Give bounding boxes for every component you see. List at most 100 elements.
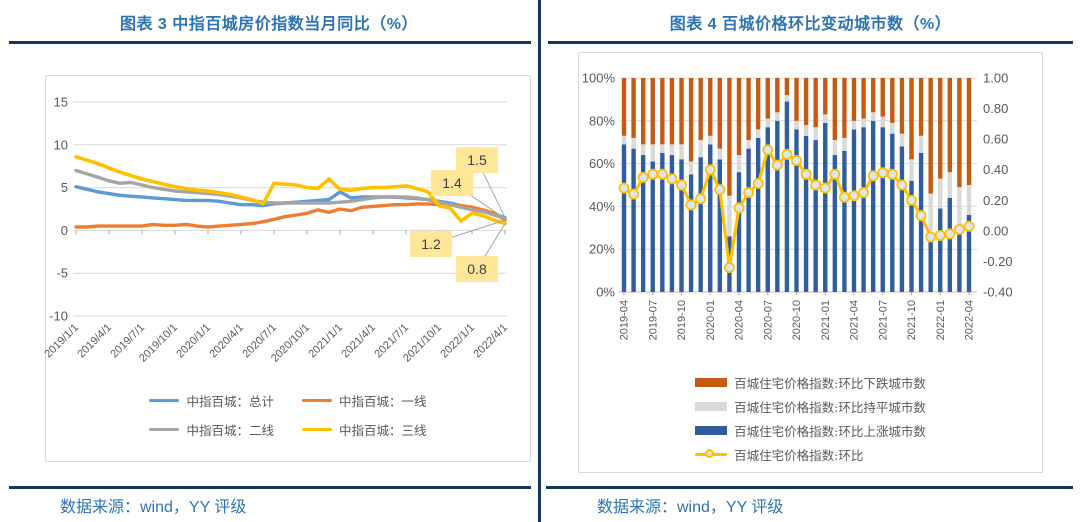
svg-text:2019/1/1: 2019/1/1 (42, 322, 81, 361)
svg-text:0.8: 0.8 (467, 261, 487, 277)
legend-line-swatch (149, 427, 180, 432)
svg-text:2020/4/1: 2020/4/1 (207, 322, 246, 361)
callout-1.5 (456, 147, 498, 173)
svg-text:2020-07: 2020-07 (762, 300, 774, 340)
legend-label: 百城住宅价格指数:环比下跌城市数 (734, 376, 926, 391)
left-chart-title: 图表 3 中指百城房价指数当月同比（%） (119, 16, 419, 33)
legend-line-marker-swatch (695, 448, 728, 461)
svg-text:2022-04: 2022-04 (964, 300, 976, 340)
svg-text:40%: 40% (589, 199, 615, 214)
legend-label: 中指百城：一线 (339, 394, 427, 409)
svg-text:2019-04: 2019-04 (619, 300, 631, 340)
svg-text:2020/1/1: 2020/1/1 (174, 322, 213, 361)
svg-text:0.60: 0.60 (983, 132, 1008, 147)
legend-label: 中指百城：三线 (339, 423, 427, 438)
legend-item-0: 中指百城：总计 (149, 391, 274, 410)
svg-text:2021/4/1: 2021/4/1 (339, 322, 378, 361)
stacked-bar-chart: 0% 20% 40% 60% 80% 100% 1.00 0.80 0.60 0.40 0.20 0.… (582, 71, 1013, 341)
legend-item-3: 中指百城：三线 (302, 420, 427, 439)
right-source-rule (546, 486, 1073, 489)
legend-line-swatch (302, 398, 332, 403)
svg-text:-5: -5 (56, 266, 68, 281)
stacked-bars (621, 78, 972, 292)
svg-text:-0.40: -0.40 (983, 285, 1013, 300)
legend-label: 中指百城：二线 (186, 423, 274, 438)
right-title-rule (548, 41, 1073, 44)
svg-text:1.00: 1.00 (983, 71, 1008, 86)
svg-text:0.80: 0.80 (983, 101, 1008, 116)
y-gridlines: 15 10 5 0 -5 -10 (49, 95, 507, 324)
right-chart-title: 图表 4 百城价格环比变动城市数（%） (669, 16, 952, 33)
legend-bar-swatch (695, 426, 728, 435)
svg-text:2019/4/1: 2019/4/1 (75, 322, 114, 361)
legend-bar-swatch (695, 378, 728, 387)
left-title-rule (9, 41, 531, 44)
svg-text:-0.20: -0.20 (983, 254, 1013, 269)
x-axis-labels: 2019/1/12019/4/12019/7/12019/10/12020/1/… (42, 322, 510, 365)
svg-text:2021-04: 2021-04 (849, 300, 861, 340)
svg-text:2022/1/1: 2022/1/1 (438, 322, 477, 361)
svg-text:0.20: 0.20 (983, 193, 1008, 208)
legend-item-1: 中指百城：一线 (302, 391, 427, 410)
svg-text:60%: 60% (589, 156, 615, 171)
callout-0.8 (456, 256, 498, 282)
legend-line-swatch (149, 398, 180, 403)
legend-label: 百城住宅价格指数:环比上涨城市数 (734, 424, 926, 439)
svg-text:1.2: 1.2 (421, 236, 441, 252)
right-axis-labels: 1.00 0.80 0.60 0.40 0.20 0.00 -0.20 -0.40 (983, 71, 1013, 300)
legend-marker (705, 448, 715, 458)
svg-text:0: 0 (61, 223, 68, 238)
svg-text:2020-04: 2020-04 (734, 300, 746, 340)
legend-row-1: 中指百城：二线 中指百城：三线 (149, 420, 427, 439)
x-ticks (623, 292, 970, 295)
svg-text:100%: 100% (582, 71, 616, 86)
x-axis-labels: 2019-04 2019-07 2019-10 2020-01 2020-04 2020-… (619, 300, 976, 340)
svg-text:2020-01: 2020-01 (705, 300, 717, 340)
line-chart-box: 15 10 5 0 -5 -10 2019/1/1 2019/4/1 2019/7/1 2019/… (42, 75, 531, 462)
svg-text:2021-01: 2021-01 (820, 300, 832, 340)
legend-item-1: 百城住宅价格指数:环比持平城市数 (695, 397, 926, 416)
legend-label: 百城住宅价格指数:环比 (734, 448, 864, 463)
legend-item-2: 百城住宅价格指数:环比上涨城市数 (695, 421, 926, 440)
svg-text:2022-01: 2022-01 (935, 300, 947, 340)
svg-text:0.00: 0.00 (983, 223, 1008, 238)
svg-text:1.5: 1.5 (467, 152, 487, 168)
svg-text:2020-10: 2020-10 (791, 300, 803, 340)
left-source-text: 数据来源：wind，YY 评级 (60, 499, 247, 516)
legend-item-2: 中指百城：二线 (149, 420, 274, 439)
bar-chart-box: 0% 20% 40% 60% 80% 100% 1.00 0.80 0.60 0.40 0.20 0.… (578, 52, 1043, 473)
legend-label: 百城住宅价格指数:环比持平城市数 (734, 400, 926, 415)
svg-text:80%: 80% (589, 113, 615, 128)
svg-text:2019-10: 2019-10 (676, 300, 688, 340)
bar-chart-legend: 百城住宅价格指数:环比下跌城市数 百城住宅价格指数:环比持平城市数 百城住宅价格指数… (695, 373, 926, 464)
panel-divider (538, 0, 541, 522)
svg-text:-10: -10 (49, 309, 68, 324)
legend-item-0: 百城住宅价格指数:环比下跌城市数 (695, 373, 926, 392)
legend-bar-swatch (695, 402, 728, 411)
line-chart: 15 10 5 0 -5 -102019/1/12019/4/12019/7/12019/… (42, 95, 510, 365)
svg-text:1.4: 1.4 (442, 175, 462, 191)
mom-line-markers (618, 144, 975, 274)
callout-1.2 (410, 231, 452, 257)
svg-text:20%: 20% (589, 242, 615, 257)
legend-line-swatch (302, 427, 332, 432)
svg-text:0.40: 0.40 (983, 162, 1008, 177)
svg-text:0%: 0% (596, 285, 615, 300)
legend-row-0: 中指百城：总计 中指百城：一线 (149, 391, 427, 410)
callout-1.4 (431, 170, 473, 196)
legend-label: 中指百城：总计 (186, 394, 274, 409)
data-callouts: 1.5 1.4 1.2 0.8 (410, 147, 506, 282)
svg-text:2021-07: 2021-07 (877, 300, 889, 340)
right-source-text: 数据来源：wind，YY 评级 (597, 499, 784, 516)
right-figure-panel: 图表 4 百城价格环比变动城市数（%） 0% 20% 40% 60% 80% 100% 1.… (541, 0, 1080, 522)
svg-text:2022/4/1: 2022/4/1 (471, 322, 510, 361)
svg-text:15: 15 (54, 95, 68, 110)
svg-text:2021-10: 2021-10 (906, 300, 918, 340)
left-source-rule (9, 486, 531, 489)
svg-text:5: 5 (61, 180, 68, 195)
line-chart-legend: 中指百城：总计 中指百城：一线中指百城：二线 中指百城：三线 (46, 391, 530, 439)
legend-item-3: 百城住宅价格指数:环比 (695, 445, 926, 464)
svg-text:2019-07: 2019-07 (647, 300, 659, 340)
left-figure-panel: 图表 3 中指百城房价指数当月同比（%） 15 10 5 0 -5 -10 2019/1/1… (0, 0, 538, 522)
